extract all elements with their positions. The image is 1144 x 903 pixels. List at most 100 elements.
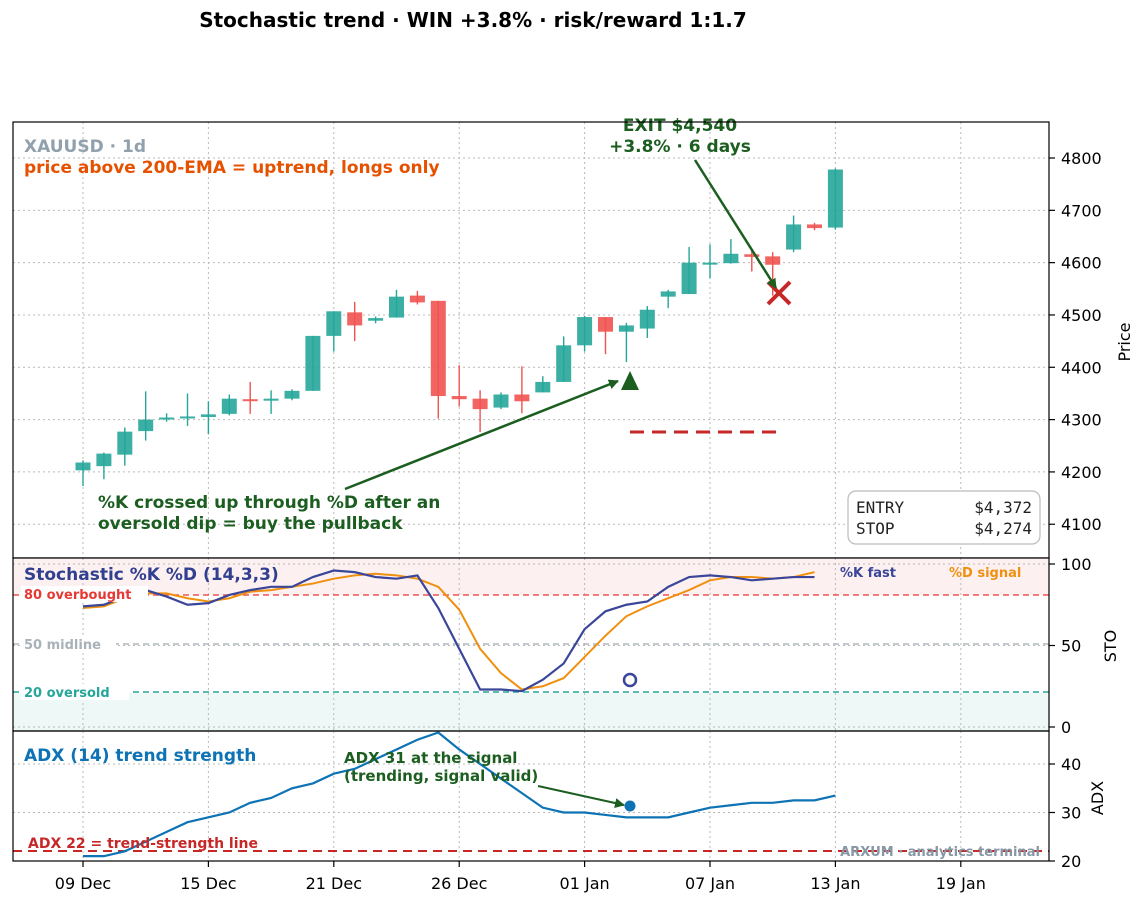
candle-body <box>493 394 509 408</box>
candle-body <box>430 300 446 397</box>
stoch-tick-label: 50 <box>1061 637 1081 656</box>
x-tick-label: 01 Jan <box>560 874 610 893</box>
price-tick-label: 4300 <box>1061 411 1102 430</box>
d-signal-line <box>82 571 815 691</box>
candle-body <box>96 453 112 467</box>
stoch-signal-marker <box>622 672 638 688</box>
candle-body <box>514 394 530 402</box>
watermark: ARXUM · analytics terminal <box>840 845 1040 860</box>
stoch-axis-label: STO <box>1101 630 1120 663</box>
adx-reference-label: ADX 22 = trend-strength line <box>28 836 258 852</box>
signal-note-line-1: %K crossed up through %D after an <box>98 493 440 513</box>
x-axis: 09 Dec 15 Dec 21 Dec 26 Dec 01 Jan 07 Jan 13 J… <box>55 861 986 893</box>
x-tick-label: 15 Dec <box>180 874 236 893</box>
stop-value: $4,274 <box>974 519 1032 538</box>
oversold-label-bg <box>21 684 129 700</box>
adx-frame <box>12 730 1050 862</box>
candle-body <box>347 312 363 326</box>
adx-note-line-2: (trending, signal valid) <box>344 767 538 785</box>
price-tick-label: 4100 <box>1061 515 1102 534</box>
candle-body <box>159 417 175 420</box>
price-tick-label: 4800 <box>1061 149 1102 168</box>
candle-body <box>284 390 300 399</box>
midline-label-bg <box>21 636 116 652</box>
stoch-tick-label: 0 <box>1061 718 1071 737</box>
adx-tick-label: 30 <box>1061 804 1081 823</box>
x-tick-label: 19 Jan <box>936 874 986 893</box>
candle-body <box>577 317 593 346</box>
midline-label: 50 midline <box>24 638 101 653</box>
stoch-tick-label: 100 <box>1061 555 1092 574</box>
candle-body <box>535 381 551 393</box>
oversold-label: 20 oversold <box>24 686 110 701</box>
entry-marker <box>621 371 639 390</box>
overbought-label: 80 overbought <box>24 588 132 603</box>
price-tick-label: 4400 <box>1061 358 1102 377</box>
price-tick-label: 4700 <box>1061 201 1102 220</box>
candle-body <box>138 419 154 432</box>
signal-note-line-2: oversold dip = buy the pullback <box>98 514 403 534</box>
candle-body <box>618 325 634 332</box>
legend-k: %K fast <box>840 566 896 581</box>
price-tick-label: 4200 <box>1061 463 1102 482</box>
exit-arrow <box>693 159 778 289</box>
candle-body <box>200 414 216 417</box>
candle-body <box>744 254 760 257</box>
exit-label: EXIT $4,540 <box>623 116 737 136</box>
candle-body <box>723 253 739 264</box>
candle-body <box>660 291 676 297</box>
overbought-zone <box>13 558 1049 595</box>
overbought-label-bg <box>21 586 148 602</box>
price-axis-label: Price <box>1115 322 1134 361</box>
entry-value: $4,372 <box>974 498 1032 517</box>
candle-body <box>180 416 195 419</box>
price-tick-label: 4600 <box>1061 254 1102 273</box>
chart-title: Stochastic trend · WIN +3.8% · risk/rewa… <box>199 8 747 32</box>
adx-signal-marker <box>624 800 636 812</box>
candle-body <box>242 399 258 402</box>
candle-body <box>807 224 822 229</box>
stop-label: STOP <box>856 519 895 538</box>
price-header: XAUUSD · 1d <box>24 137 146 157</box>
exit-return-label: +3.8% · 6 days <box>609 137 751 157</box>
oversold-zone <box>13 693 1049 731</box>
candle-body <box>472 398 488 410</box>
candle-body <box>681 262 697 295</box>
stoch-title: Stochastic %K %D (14,3,3) <box>24 565 279 585</box>
candle-body <box>786 224 802 250</box>
adx-title: ADX (14) trend strength <box>24 746 256 766</box>
signal-note-arrow <box>344 379 619 491</box>
x-tick-label: 21 Dec <box>306 874 362 893</box>
candle-body <box>368 318 384 321</box>
candle-body <box>827 169 843 228</box>
candle-body <box>389 296 404 318</box>
candle-body <box>117 431 133 455</box>
stochastic-panel: 0 50 100 80 overbought 50 midline 20 overs… <box>12 555 1120 737</box>
x-tick-label: 13 Jan <box>810 874 860 893</box>
adx-axis-label: ADX <box>1088 781 1107 815</box>
adx-line <box>83 731 836 858</box>
candle-body <box>639 309 655 329</box>
adx-panel: 20 30 40 ADX (14) trend strength ADX 31 at… <box>12 730 1107 871</box>
price-panel: 4100 4200 4300 4400 4500 4600 4700 4800 XAUUSD … <box>12 116 1134 559</box>
candle-body <box>765 256 781 265</box>
candle-body <box>451 396 467 400</box>
candle-body <box>702 262 718 265</box>
adx-note-arrow <box>537 785 625 808</box>
k-fast-line <box>82 569 815 693</box>
candle-body <box>263 398 279 401</box>
candle-body <box>598 317 613 332</box>
price-subheader: price above 200-EMA = uptrend, longs onl… <box>24 158 440 178</box>
trade-info-box <box>847 490 1041 545</box>
adx-tick-label: 40 <box>1061 755 1081 774</box>
entry-label: ENTRY <box>856 498 905 517</box>
adx-tick-label: 20 <box>1061 852 1081 871</box>
x-tick-label: 09 Dec <box>55 874 111 893</box>
x-tick-label: 07 Jan <box>685 874 735 893</box>
candle-body <box>305 335 321 391</box>
candle-body <box>326 311 342 336</box>
adx-note-line-1: ADX 31 at the signal <box>344 749 517 767</box>
x-tick-label: 26 Dec <box>431 874 487 893</box>
candle-body <box>409 295 425 303</box>
